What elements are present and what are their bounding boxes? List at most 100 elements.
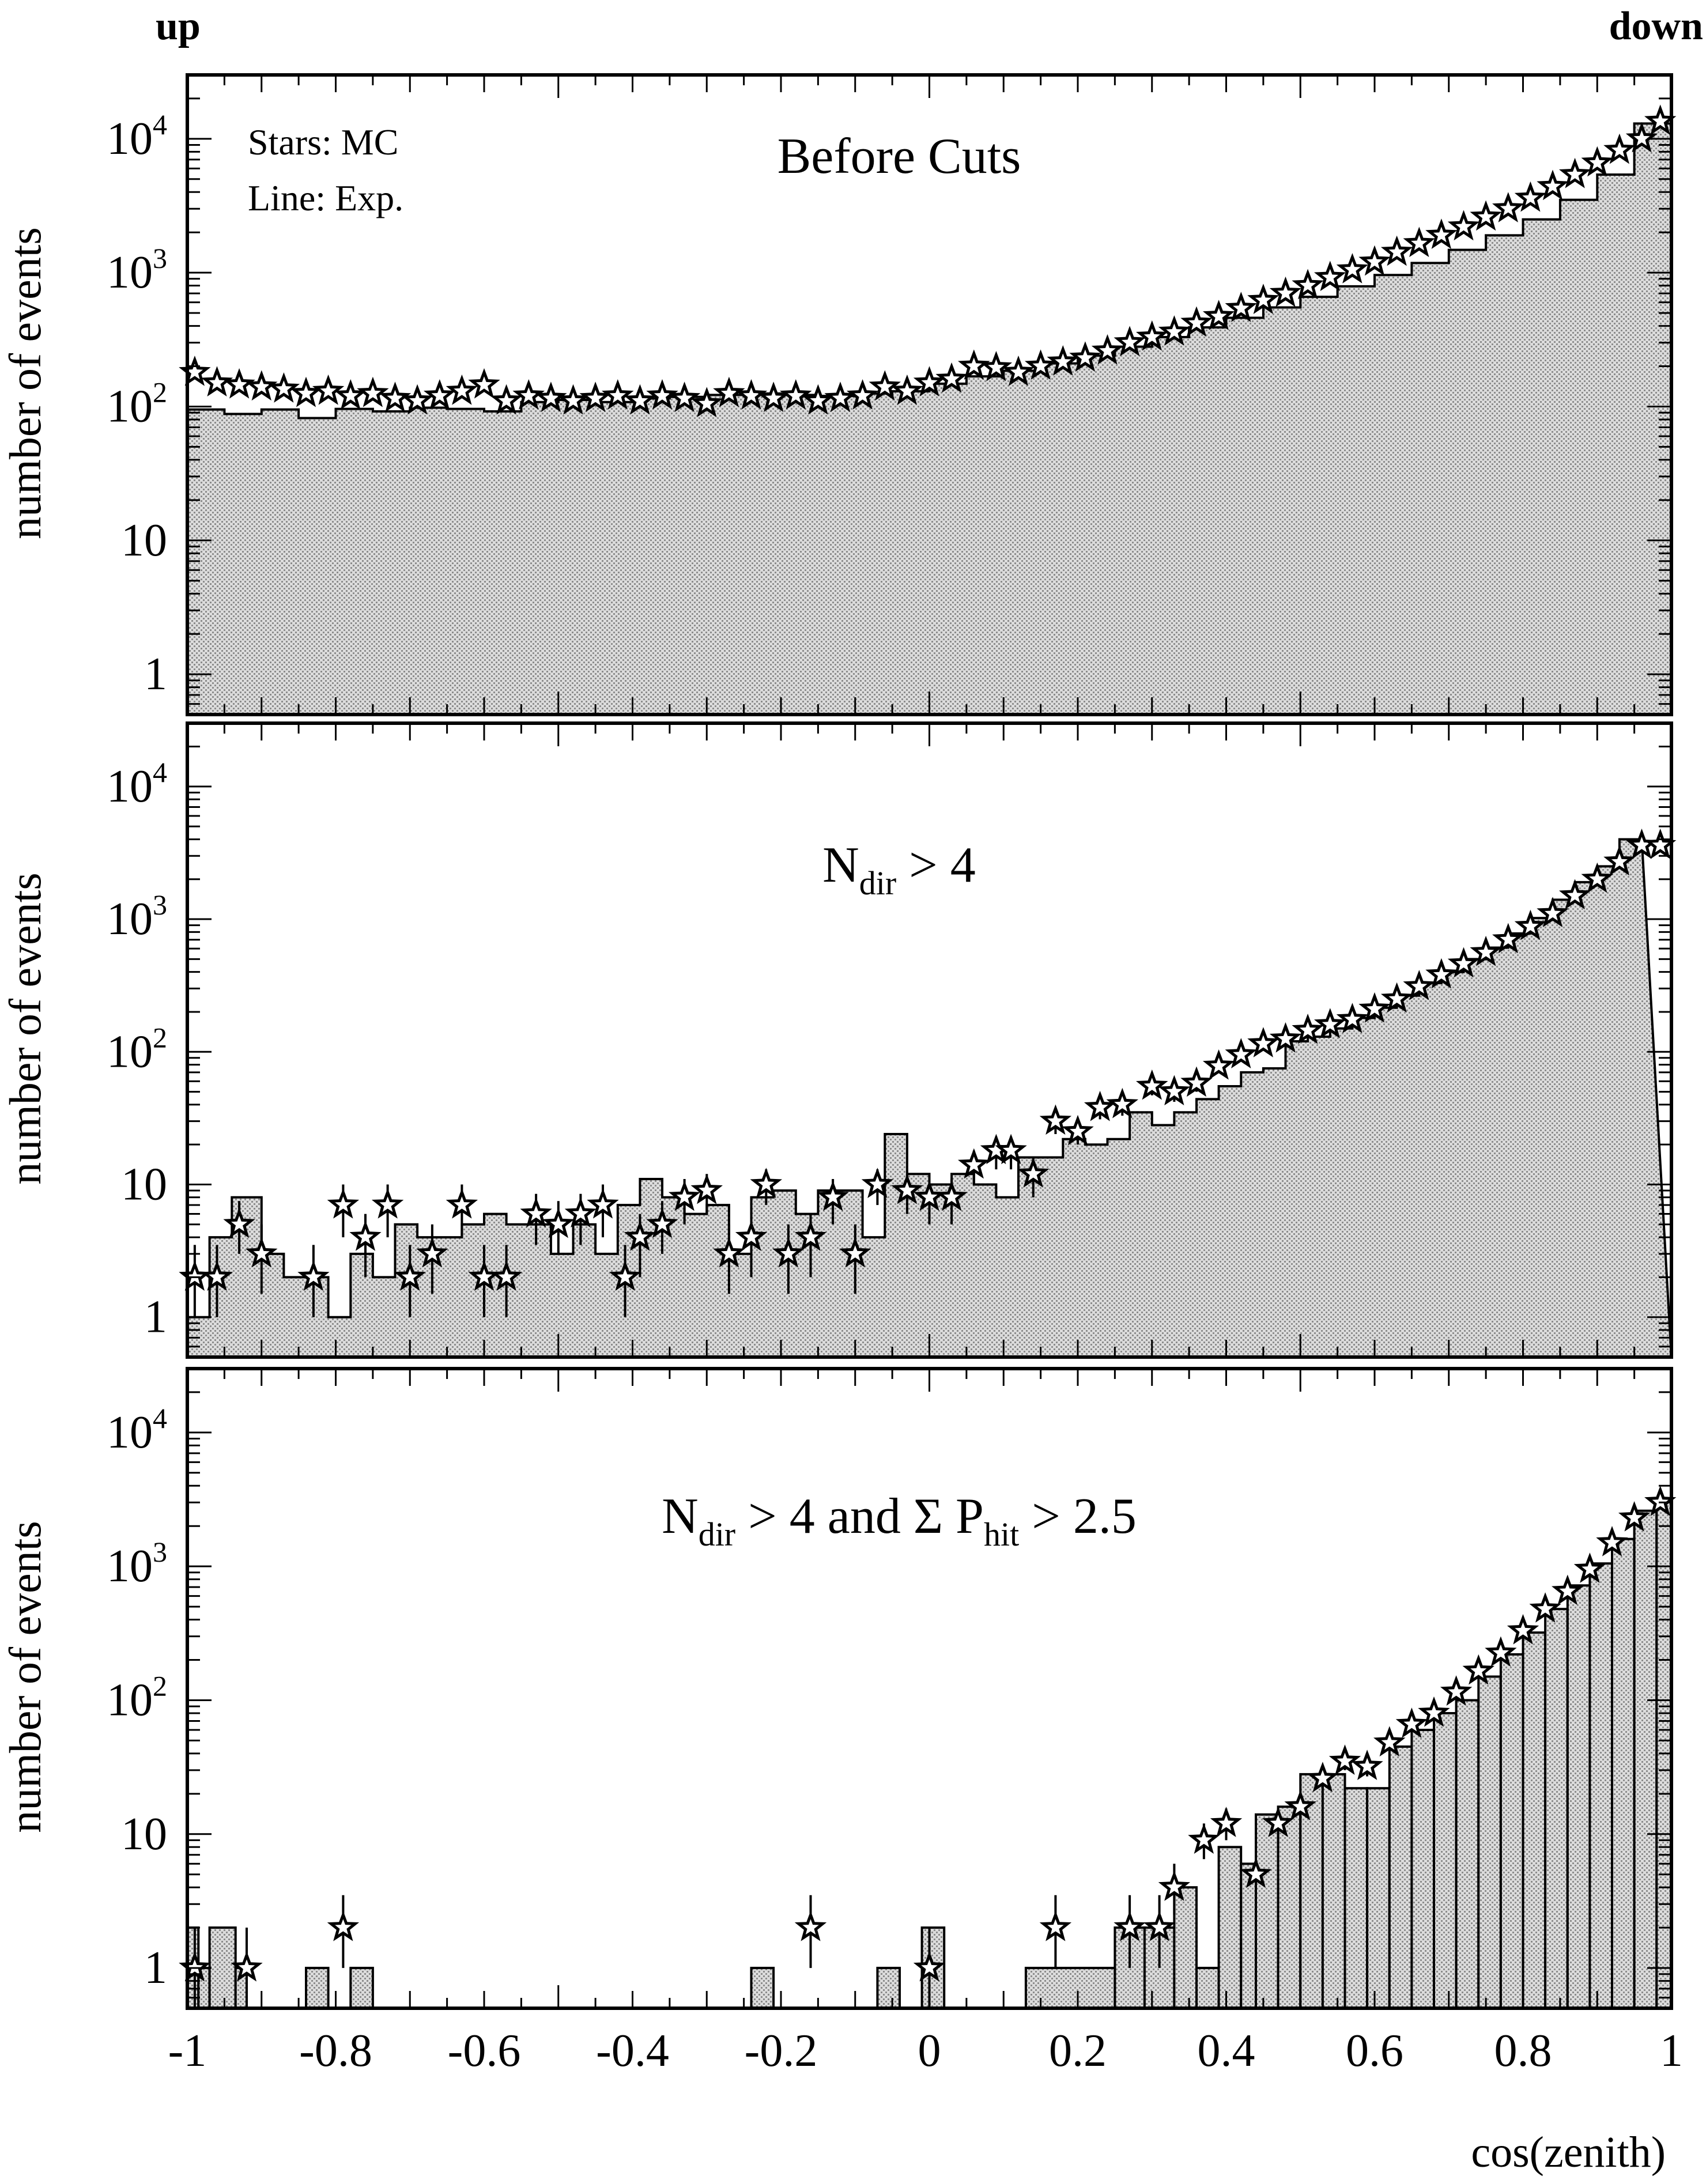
mc-star-marker bbox=[1644, 828, 1677, 859]
mc-star-marker bbox=[379, 381, 412, 412]
mc-star-marker bbox=[1247, 284, 1280, 314]
mc-star-marker bbox=[1062, 1114, 1094, 1146]
mc-star-marker bbox=[1462, 1654, 1495, 1685]
mc-star-marker bbox=[564, 1197, 597, 1228]
mc-star-marker bbox=[794, 1220, 827, 1251]
exp-histogram-bar bbox=[876, 1967, 901, 2010]
mc-star-marker bbox=[1180, 306, 1213, 337]
mc-star-marker bbox=[601, 379, 634, 410]
exp-histogram bbox=[186, 122, 1673, 716]
y-tick-label: 102 bbox=[107, 1670, 167, 1726]
panel-title: Ndir > 4 bbox=[822, 837, 976, 902]
x-tick-label: -0.8 bbox=[299, 2026, 372, 2076]
exp-histogram-bar bbox=[1321, 1773, 1346, 2009]
mc-star-marker bbox=[802, 384, 835, 415]
mc-star-marker bbox=[1336, 1003, 1369, 1033]
mc-star-marker bbox=[535, 381, 567, 412]
mc-star-marker bbox=[1425, 218, 1458, 249]
mc-star-marker bbox=[349, 1220, 382, 1251]
mc-star-marker bbox=[1269, 1022, 1302, 1053]
mc-star-marker bbox=[1603, 845, 1636, 876]
x-tick-label: -0.6 bbox=[448, 2026, 521, 2076]
mc-star-marker bbox=[587, 1188, 619, 1219]
mc-star-marker bbox=[1558, 879, 1591, 910]
y-tick-label: 1 bbox=[144, 1943, 167, 1993]
exp-histogram-bar bbox=[1588, 1562, 1613, 2009]
mc-star-marker bbox=[1537, 169, 1569, 201]
mc-star-marker bbox=[446, 1188, 478, 1219]
mc-star-marker bbox=[1373, 1726, 1406, 1757]
y-tick-label: 10 bbox=[121, 1809, 167, 1860]
mc-star-marker bbox=[839, 1237, 871, 1268]
mc-star-marker bbox=[312, 374, 345, 405]
mc-star-marker bbox=[1625, 122, 1658, 153]
mc-star-marker bbox=[1143, 1910, 1176, 1941]
mc-star-marker bbox=[446, 374, 478, 405]
exp-histogram-bar bbox=[1388, 1745, 1413, 2009]
mc-star-marker bbox=[646, 1207, 678, 1238]
mc-star-marker bbox=[1447, 210, 1480, 241]
mc-star-marker bbox=[290, 376, 322, 407]
mc-star-marker bbox=[1418, 1696, 1450, 1727]
mc-star-marker bbox=[1039, 1104, 1072, 1135]
panel-title: Before Cuts bbox=[777, 129, 1021, 184]
mc-star-marker bbox=[1380, 982, 1413, 1013]
x-axis-label: cos(zenith) bbox=[1471, 2128, 1666, 2177]
mc-star-marker bbox=[1202, 1049, 1235, 1080]
panel-ndir-phit-cut: 1 10 102 103 104 number of events Ndir > 4 and… bbox=[0, 1367, 1677, 2010]
mc-star-marker bbox=[624, 1220, 656, 1251]
mc-star-marker bbox=[1292, 269, 1324, 300]
exp-histogram-bar bbox=[750, 1967, 775, 2010]
y-tick-label: 104 bbox=[107, 756, 167, 812]
x-tick-label: 0 bbox=[918, 2026, 941, 2076]
mc-star-marker bbox=[1552, 1574, 1584, 1605]
mc-star-marker bbox=[246, 370, 278, 401]
mc-star-marker bbox=[1158, 1075, 1191, 1106]
mc-star-marker bbox=[245, 1237, 278, 1268]
exp-histogram-bar bbox=[1410, 1729, 1435, 2009]
mc-star-marker bbox=[1084, 1090, 1116, 1121]
mc-star-marker bbox=[1136, 320, 1168, 351]
mc-star-marker bbox=[935, 1180, 968, 1211]
mc-star-marker bbox=[824, 381, 856, 412]
mc-star-marker bbox=[772, 1237, 805, 1268]
exp-histogram-bar bbox=[1366, 1787, 1391, 2009]
x-tick-label: -0.2 bbox=[745, 2026, 818, 2076]
mc-star-marker bbox=[750, 1167, 783, 1199]
mc-star-marker bbox=[668, 381, 701, 412]
mc-star-marker bbox=[757, 381, 790, 412]
mc-star-marker bbox=[609, 1260, 641, 1291]
mc-star-marker bbox=[1492, 923, 1524, 954]
exp-histogram-bar bbox=[1277, 1805, 1302, 2010]
mc-star-marker bbox=[913, 366, 946, 397]
mc-star-marker bbox=[668, 1180, 701, 1211]
y-tick-label: 103 bbox=[107, 242, 167, 298]
exp-histogram-bar bbox=[1455, 1699, 1480, 2009]
mc-star-marker bbox=[869, 370, 901, 401]
mc-star-marker bbox=[980, 350, 1013, 381]
mc-star-marker bbox=[1485, 1636, 1517, 1667]
x-tick-label: 0.2 bbox=[1049, 2026, 1107, 2076]
mc-star-marker bbox=[861, 1167, 894, 1199]
x-tick-label: 1 bbox=[1660, 2026, 1683, 2076]
mc-star-marker bbox=[357, 376, 389, 407]
mc-star-marker bbox=[690, 387, 723, 418]
mc-star-marker bbox=[1507, 1614, 1539, 1645]
mc-star-marker bbox=[1114, 326, 1146, 357]
mc-star-marker bbox=[1358, 992, 1391, 1023]
mc-star-marker bbox=[1262, 1807, 1294, 1837]
y-tick-label: 102 bbox=[107, 1021, 167, 1077]
corner-label-up: up bbox=[156, 4, 201, 48]
mc-star-marker bbox=[891, 1173, 923, 1204]
mc-star-marker bbox=[1091, 334, 1124, 365]
mc-star-marker bbox=[713, 376, 745, 407]
mc-star-marker bbox=[624, 384, 656, 415]
y-tick-label: 104 bbox=[107, 108, 167, 164]
mc-star-marker bbox=[542, 1207, 575, 1238]
mc-star-marker bbox=[394, 1260, 426, 1291]
mc-star-marker bbox=[735, 1220, 768, 1251]
mc-star-marker bbox=[231, 1951, 263, 1982]
mc-star-marker bbox=[1047, 345, 1080, 376]
mc-star-marker bbox=[1240, 1857, 1272, 1888]
